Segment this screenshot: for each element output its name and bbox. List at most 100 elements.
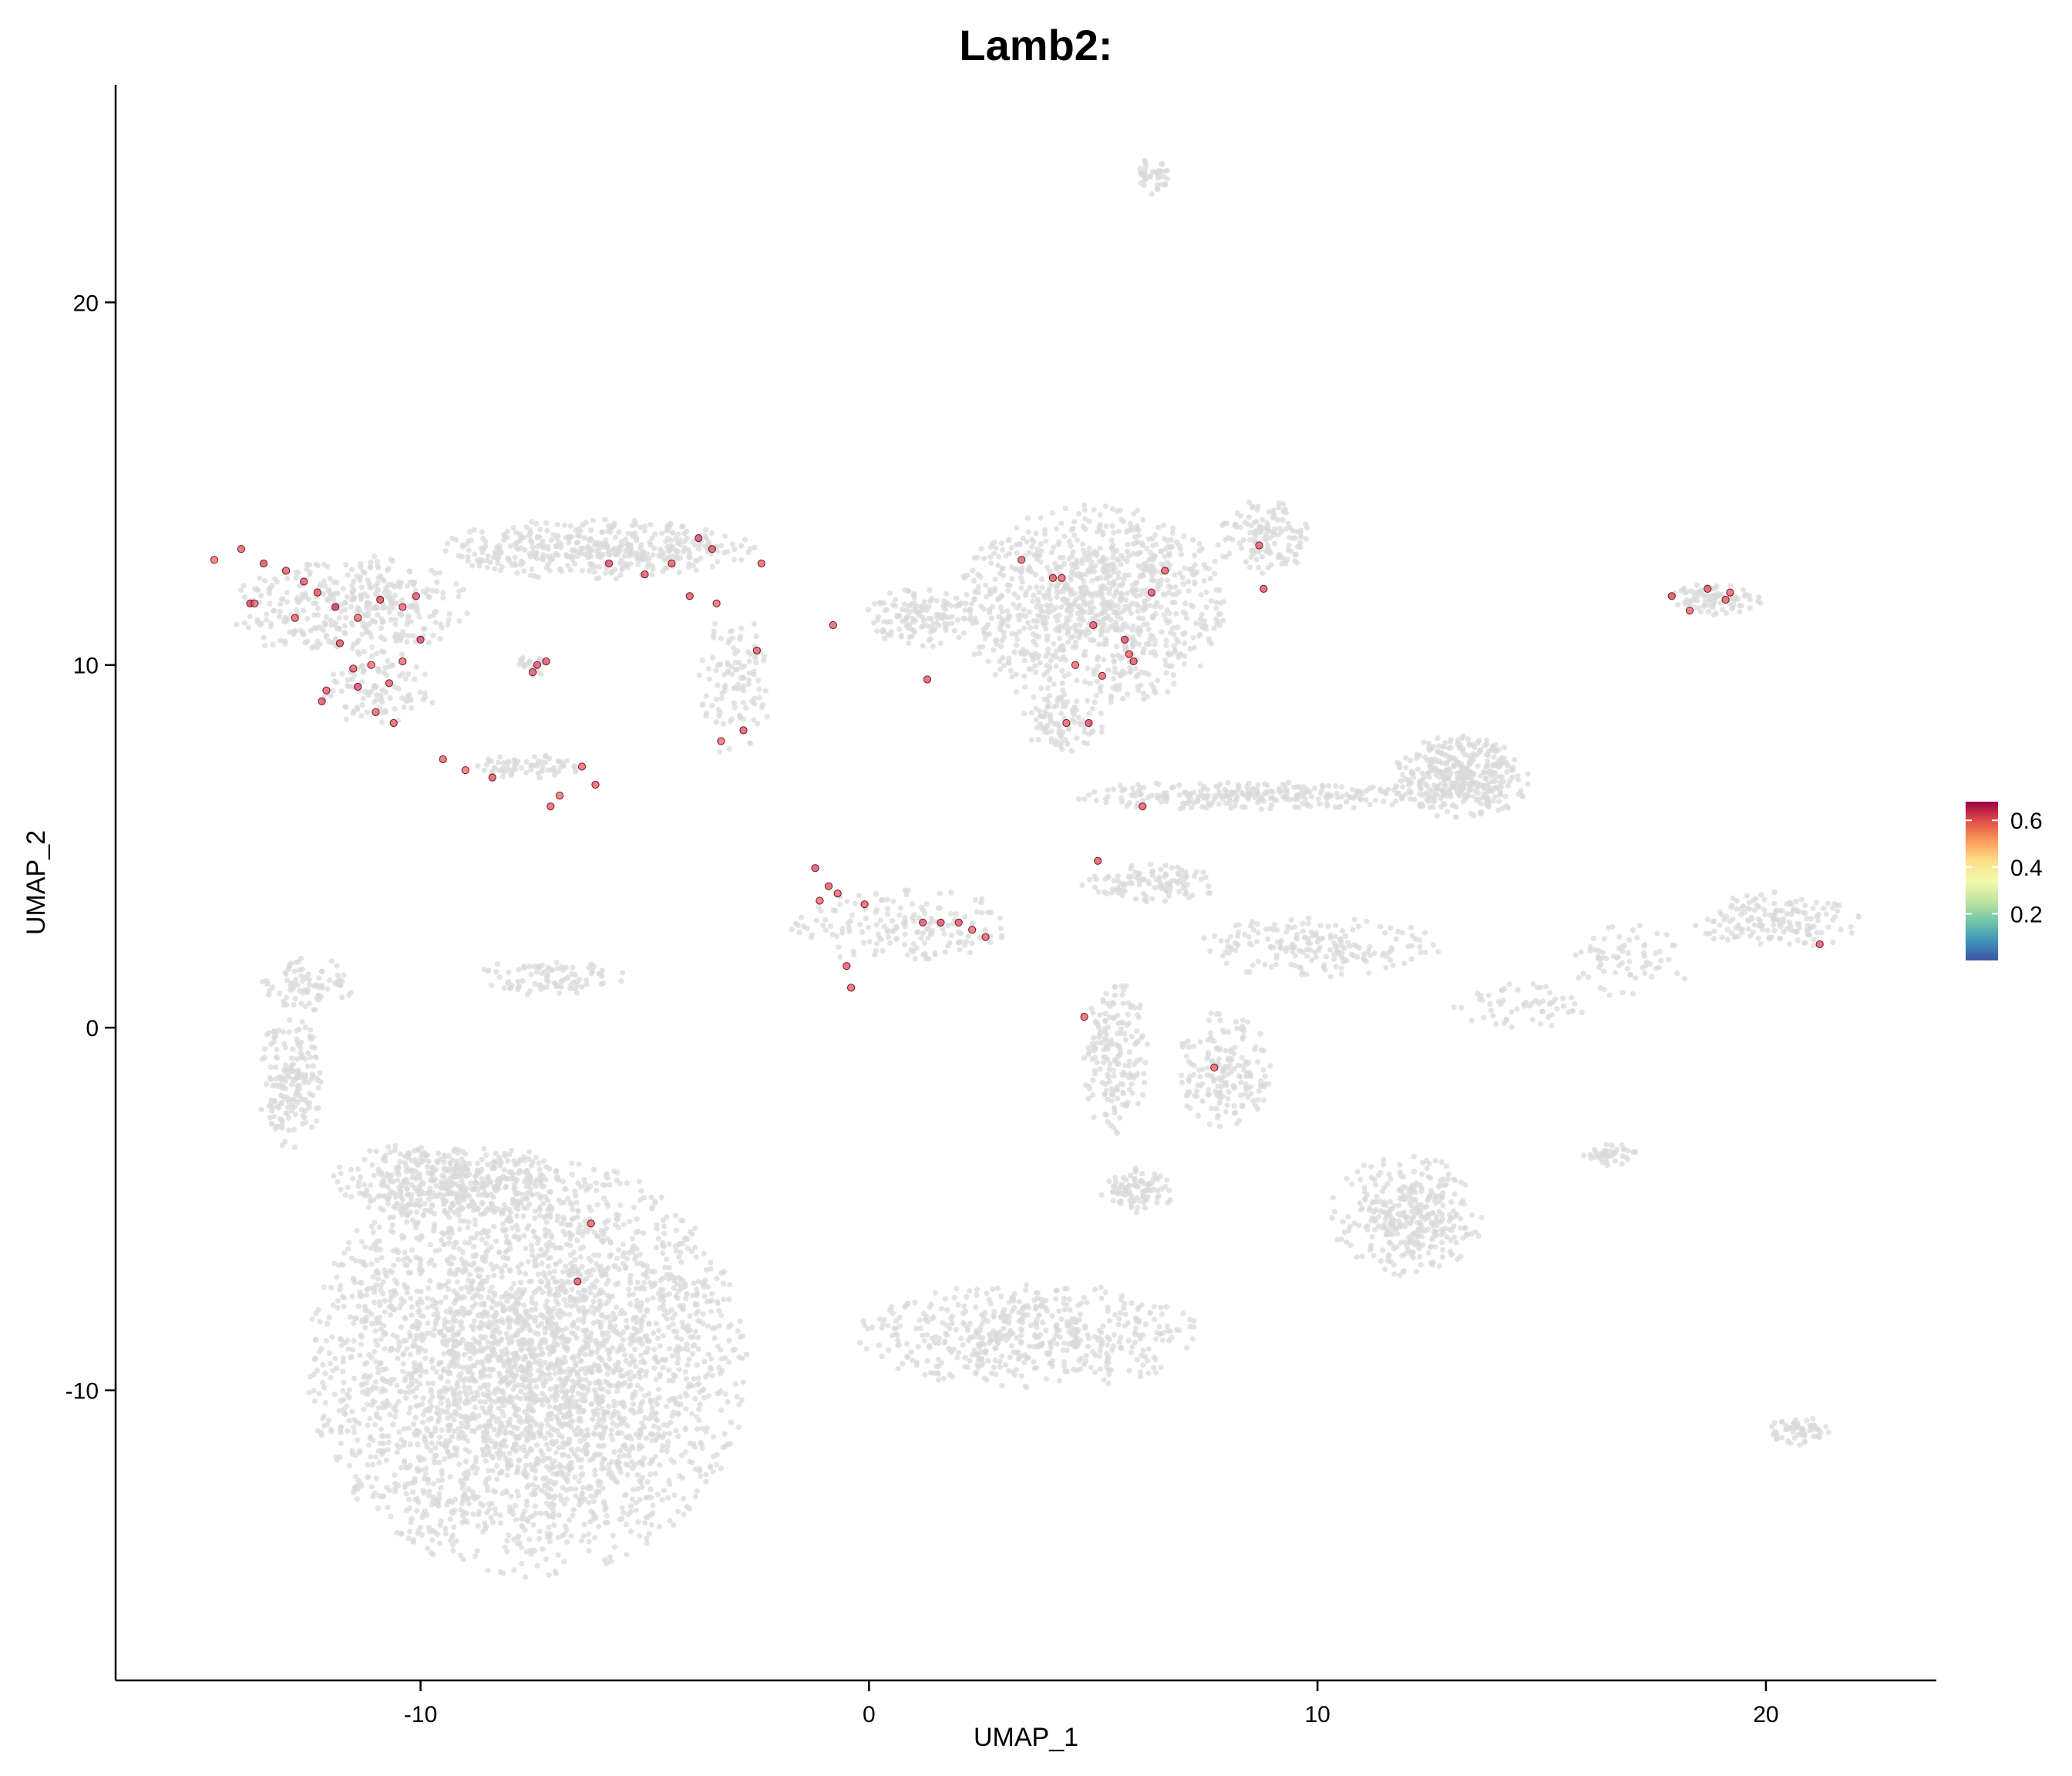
cell-point — [638, 1401, 644, 1407]
cell-point — [1016, 1299, 1022, 1305]
cell-point — [503, 1249, 509, 1255]
cell-point — [610, 1420, 616, 1426]
cell-point — [574, 1296, 580, 1302]
cell-point — [338, 1429, 344, 1435]
cell-point — [597, 1303, 603, 1310]
cell-point — [613, 1222, 619, 1228]
cell-point — [635, 1409, 641, 1415]
cell-point — [412, 1431, 418, 1437]
cell-point — [590, 1416, 596, 1422]
cell-point — [563, 1345, 570, 1351]
cell-point — [675, 1509, 681, 1515]
cell-point — [527, 1514, 533, 1520]
cell-point — [469, 1489, 476, 1495]
cell-point — [381, 1433, 387, 1439]
cell-point — [295, 959, 301, 965]
cell-point — [547, 1376, 553, 1382]
cell-point — [372, 1328, 378, 1334]
cell-point — [422, 1200, 428, 1207]
cell-point — [947, 1371, 953, 1377]
cell-point — [308, 1027, 314, 1033]
cell-point — [646, 1531, 652, 1537]
cell-point — [548, 1313, 554, 1319]
cell-point — [394, 1449, 400, 1455]
cell-point — [326, 1314, 332, 1320]
cell-point — [1098, 1295, 1105, 1301]
cell-point — [424, 1164, 431, 1170]
cell-point — [621, 1442, 627, 1448]
cell-point — [483, 1278, 489, 1284]
cell-point — [614, 1304, 620, 1310]
cell-point — [353, 1419, 359, 1425]
cell-point — [1014, 689, 1020, 695]
cell-point — [1106, 1317, 1112, 1324]
cell-point — [540, 1380, 547, 1387]
cell-point — [1056, 1308, 1062, 1314]
cell-point — [382, 1346, 388, 1352]
cell-point — [546, 1524, 552, 1531]
cell-point — [627, 1376, 633, 1382]
cell-point — [465, 1192, 471, 1198]
cell-point — [676, 1274, 682, 1280]
cell-point — [398, 1301, 405, 1307]
cell-point — [435, 1498, 441, 1505]
cell-point — [429, 1172, 436, 1178]
cell-point — [452, 1174, 458, 1180]
cell-point — [600, 1499, 607, 1505]
cell-point — [311, 1398, 318, 1404]
cell-point — [390, 1293, 396, 1299]
cell-point — [617, 1421, 624, 1428]
cell-point — [466, 1486, 472, 1492]
cell-point — [456, 1226, 463, 1232]
cell-point — [412, 1168, 419, 1174]
cell-point — [276, 1074, 282, 1080]
cell-point — [650, 1295, 656, 1301]
cell-point — [1038, 1302, 1044, 1308]
cell-point — [395, 1355, 401, 1361]
cell-point — [556, 1445, 562, 1451]
cell-point — [547, 1306, 553, 1312]
cell-point — [452, 1240, 459, 1246]
cell-point — [501, 1362, 507, 1369]
cell-point — [614, 1384, 620, 1390]
cell-point — [705, 1351, 711, 1357]
cell-point — [438, 1388, 444, 1394]
cell-point — [1033, 1304, 1039, 1310]
cell-point — [459, 1424, 466, 1430]
cell-point — [396, 1429, 402, 1435]
cell-point — [597, 1290, 603, 1297]
cell-point — [450, 1391, 456, 1397]
cell-point — [453, 1452, 459, 1458]
cell-point — [590, 1498, 597, 1505]
cell-point — [627, 1361, 633, 1367]
cell-point — [325, 1320, 331, 1327]
cell-point — [530, 1229, 536, 1235]
cell-point — [645, 1345, 651, 1351]
cell-point — [348, 1166, 354, 1172]
cell-point — [271, 1038, 277, 1044]
cell-point — [334, 1274, 340, 1280]
cell-point — [629, 1394, 635, 1401]
cell-point — [278, 1118, 284, 1124]
cell-point — [673, 1428, 679, 1434]
cell-point — [575, 1208, 581, 1214]
cell-point — [650, 1502, 656, 1509]
cell-point — [581, 1522, 587, 1528]
cell-point — [438, 1485, 444, 1491]
cell-point — [604, 1236, 610, 1242]
cell-point — [644, 1263, 650, 1269]
cell-point — [545, 1411, 552, 1418]
cell-point — [482, 1189, 488, 1196]
cell-point — [608, 1427, 614, 1433]
cell-point — [582, 1443, 588, 1449]
cell-point — [485, 1468, 492, 1474]
cell-point — [496, 1428, 503, 1434]
cell-point — [312, 1054, 318, 1060]
cell-point — [609, 1458, 615, 1465]
cell-point — [413, 1332, 419, 1338]
cell-point — [466, 1348, 473, 1354]
cell-point — [517, 1280, 523, 1286]
cell-point — [526, 1395, 532, 1401]
cell-point — [327, 1361, 334, 1367]
